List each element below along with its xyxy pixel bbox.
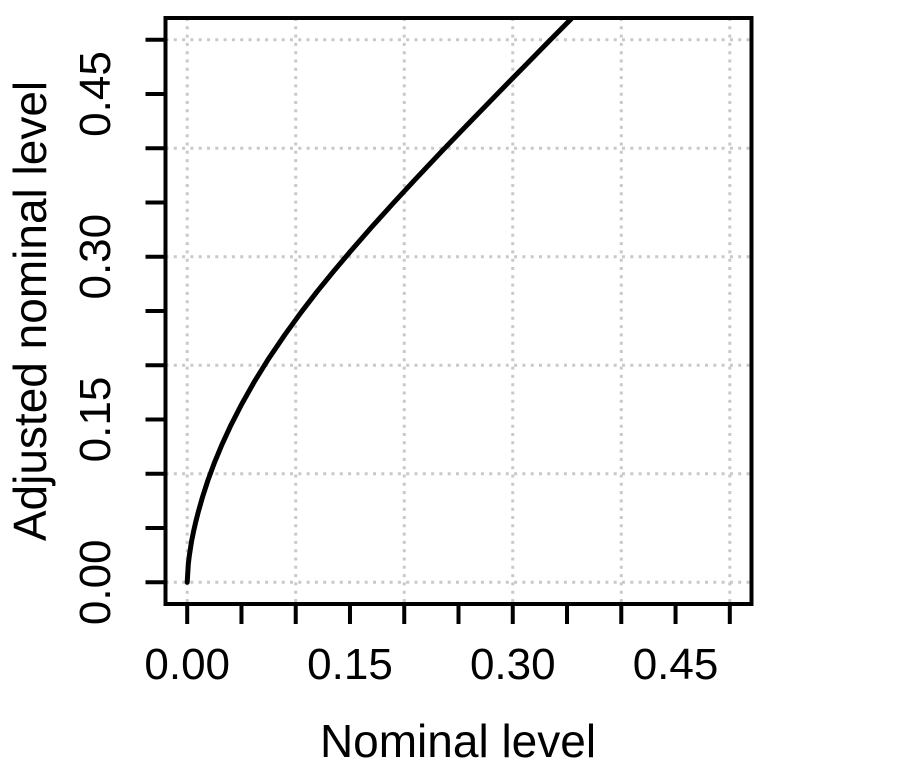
y-tick-label: 0.30 (71, 214, 120, 300)
x-tick-label: 0.45 (633, 640, 719, 689)
y-tick-label: 0.15 (71, 377, 120, 463)
x-tick-label: 0.00 (144, 640, 230, 689)
y-tick-label: 0.00 (71, 539, 120, 625)
plot-box (163, 16, 754, 606)
x-tick-label: 0.15 (307, 640, 393, 689)
y-axis-title: Adjusted nominal level (4, 81, 56, 541)
y-tick-label: 0.45 (71, 51, 120, 137)
x-axis-title: Nominal level (320, 715, 596, 767)
x-tick-label: 0.30 (470, 640, 556, 689)
data-curve (184, 18, 576, 585)
plot-area: 0.00 0.15 0.30 0.45 0.00 0.15 0.30 0.45 (71, 16, 754, 689)
